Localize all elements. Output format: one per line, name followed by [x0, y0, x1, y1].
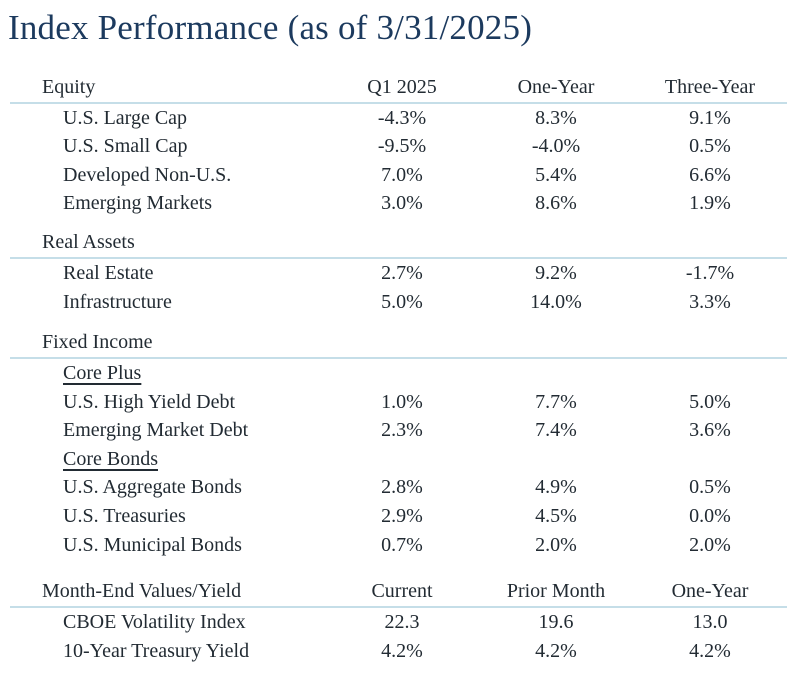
row-label: U.S. Treasuries — [63, 505, 186, 528]
section-header-row: Equity Q1 2025 One-Year Three-Year — [10, 76, 787, 104]
section-header-label: Month-End Values/Yield — [42, 580, 242, 603]
subheader-label: Core Bonds — [63, 447, 158, 470]
table-row: Infrastructure 5.0% 14.0% 3.3% — [10, 288, 787, 317]
value-cell: 5.4% — [535, 163, 577, 186]
value-cell: 4.2% — [689, 639, 731, 662]
value-cell: 4.2% — [381, 639, 423, 662]
table-row: 10-Year Treasury Yield 4.2% 4.2% 4.2% — [10, 637, 787, 666]
value-cell: -4.3% — [377, 106, 427, 129]
row-label: Developed Non-U.S. — [63, 163, 232, 186]
value-cell: 8.6% — [535, 192, 577, 215]
column-header: Q1 2025 — [367, 75, 437, 98]
value-cell: 2.9% — [381, 505, 423, 528]
value-cell: 4.9% — [535, 476, 577, 499]
value-cell: 2.0% — [535, 533, 577, 556]
section-header-label: Equity — [42, 75, 96, 98]
subheader-row: Core Bonds — [10, 445, 787, 474]
row-label: U.S. Small Cap — [63, 135, 188, 158]
value-cell: -9.5% — [377, 135, 427, 158]
table-row: U.S. Aggregate Bonds 2.8% 4.9% 0.5% — [10, 474, 787, 503]
value-cell: 2.3% — [381, 419, 423, 442]
table-row: U.S. Large Cap -4.3% 8.3% 9.1% — [10, 104, 787, 133]
value-cell: 5.0% — [381, 290, 423, 313]
value-cell: 6.6% — [689, 163, 731, 186]
value-cell: 14.0% — [530, 290, 582, 313]
row-label: 10-Year Treasury Yield — [63, 639, 250, 662]
value-cell: 7.0% — [381, 163, 423, 186]
section-header-row: Real Assets — [10, 231, 787, 260]
row-label: U.S. Municipal Bonds — [63, 533, 242, 556]
table-row: Developed Non-U.S. 7.0% 5.4% 6.6% — [10, 161, 787, 190]
column-header: Prior Month — [506, 580, 606, 603]
value-cell: 7.4% — [535, 419, 577, 442]
value-cell: 0.5% — [689, 135, 731, 158]
value-cell: 1.0% — [381, 390, 423, 413]
section-real-assets: Real Assets Real Estate 2.7% 9.2% -1.7% Infra… — [10, 231, 787, 316]
value-cell: 19.6 — [538, 611, 574, 634]
row-label: CBOE Volatility Index — [63, 611, 246, 634]
value-cell: 3.3% — [689, 290, 731, 313]
value-cell: 9.1% — [689, 106, 731, 129]
value-cell: 22.3 — [384, 611, 420, 634]
table-row: Emerging Market Debt 2.3% 7.4% 3.6% — [10, 417, 787, 446]
subheader-label: Core Plus — [63, 362, 142, 385]
section-header-row: Month-End Values/Yield Current Prior Month… — [10, 580, 787, 609]
value-cell: 1.9% — [689, 192, 731, 215]
value-cell: 2.0% — [689, 533, 731, 556]
value-cell: 8.3% — [535, 106, 577, 129]
value-cell: 2.8% — [381, 476, 423, 499]
value-cell: 3.6% — [689, 419, 731, 442]
row-label: U.S. High Yield Debt — [63, 390, 236, 413]
value-cell: 9.2% — [535, 261, 577, 284]
value-cell: -4.0% — [531, 135, 581, 158]
value-cell: -1.7% — [685, 261, 735, 284]
section-equity: Equity Q1 2025 One-Year Three-Year U.S. Larg… — [10, 76, 787, 218]
section-header-label: Fixed Income — [42, 331, 153, 354]
page-title: Index Performance (as of 3/31/2025) — [8, 8, 533, 47]
table-row: U.S. Small Cap -9.5% -4.0% 0.5% — [10, 132, 787, 161]
subheader-row: Core Plus — [10, 359, 787, 388]
table-row: U.S. Municipal Bonds 0.7% 2.0% 2.0% — [10, 531, 787, 560]
section-header-label: Real Assets — [42, 231, 135, 254]
column-header: One-Year — [517, 75, 595, 98]
row-label: U.S. Large Cap — [63, 106, 188, 129]
value-cell: 5.0% — [689, 390, 731, 413]
column-header: Current — [371, 580, 433, 603]
table-row: Real Estate 2.7% 9.2% -1.7% — [10, 259, 787, 288]
section-fixed-income: Fixed Income Core Plus U.S. High Yield Deb… — [10, 331, 787, 559]
row-label: Infrastructure — [63, 290, 172, 313]
value-cell: 4.2% — [535, 639, 577, 662]
column-header: One-Year — [671, 580, 749, 603]
value-cell: 3.0% — [381, 192, 423, 215]
table-row: CBOE Volatility Index 22.3 19.6 13.0 — [10, 608, 787, 637]
value-cell: 7.7% — [535, 390, 577, 413]
row-label: Emerging Market Debt — [63, 419, 249, 442]
performance-table: Equity Q1 2025 One-Year Three-Year U.S. Larg… — [10, 76, 787, 666]
value-cell: 4.5% — [535, 505, 577, 528]
row-label: Real Estate — [63, 261, 154, 284]
table-row: U.S. High Yield Debt 1.0% 7.7% 5.0% — [10, 388, 787, 417]
table-row: U.S. Treasuries 2.9% 4.5% 0.0% — [10, 502, 787, 531]
row-label: U.S. Aggregate Bonds — [63, 476, 242, 499]
section-header-row: Fixed Income — [10, 331, 787, 360]
value-cell: 13.0 — [692, 611, 728, 634]
section-month-end: Month-End Values/Yield Current Prior Month… — [10, 580, 787, 665]
value-cell: 0.0% — [689, 505, 731, 528]
row-label: Emerging Markets — [63, 192, 213, 215]
table-row: Emerging Markets 3.0% 8.6% 1.9% — [10, 190, 787, 219]
column-header: Three-Year — [664, 75, 756, 98]
value-cell: 2.7% — [381, 261, 423, 284]
value-cell: 0.5% — [689, 476, 731, 499]
value-cell: 0.7% — [381, 533, 423, 556]
